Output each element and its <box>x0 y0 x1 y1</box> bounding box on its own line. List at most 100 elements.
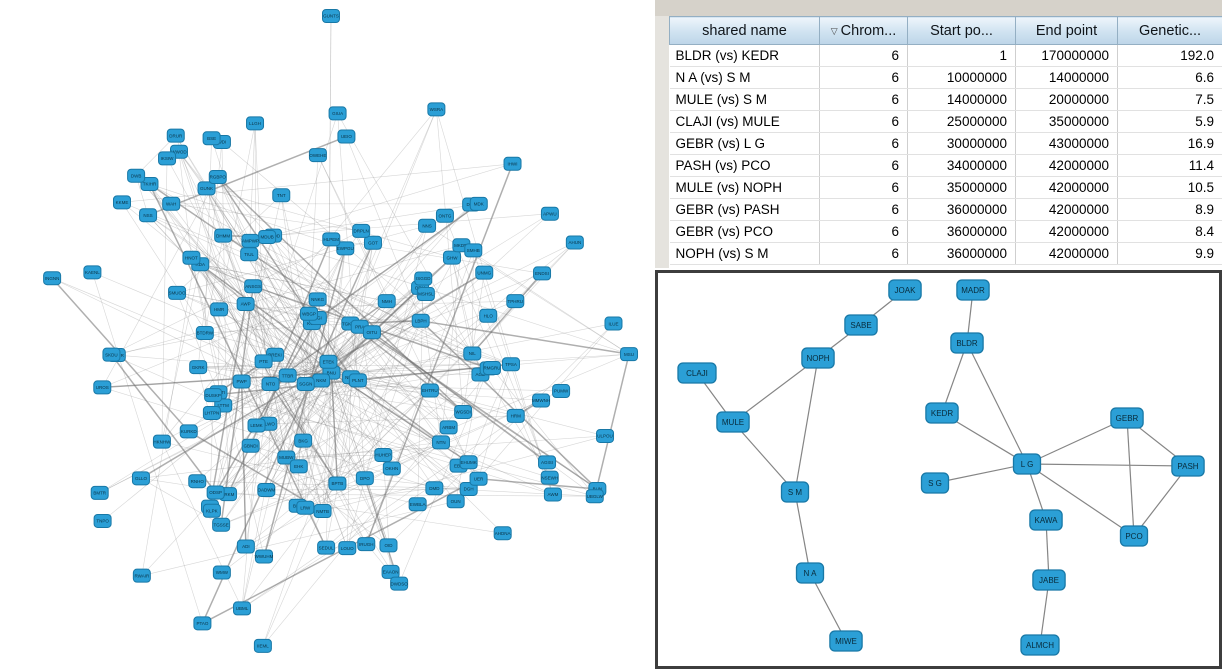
network-node[interactable]: WSRA <box>427 102 446 117</box>
network-node-GEBR[interactable]: GEBR <box>1110 407 1144 429</box>
column-header-endpoint[interactable]: End point <box>1015 16 1118 45</box>
network-edge-S G-L G[interactable] <box>934 463 1028 484</box>
network-node[interactable]: OUN <box>446 494 465 509</box>
column-header-chrom[interactable]: ▽ Chrom... <box>819 16 908 45</box>
network-node[interactable]: TKIHR <box>140 177 159 192</box>
network-node[interactable]: WWUHM <box>255 549 274 564</box>
network-node[interactable]: EAAON <box>381 564 400 579</box>
network-node[interactable]: IKSIW <box>158 151 177 166</box>
network-node[interactable]: DWDSO <box>390 576 409 591</box>
network-node[interactable]: UBGLW <box>585 489 604 504</box>
network-node[interactable]: ULPOU <box>596 428 615 443</box>
network-node[interactable]: IRUGH <box>357 537 376 552</box>
network-node[interactable]: TPSA <box>501 357 520 372</box>
network-node[interactable]: TPHRU <box>506 294 525 309</box>
network-node[interactable]: AWP <box>236 297 255 312</box>
network-node[interactable]: EHTRU <box>420 383 439 398</box>
network-node[interactable]: EHUMK <box>459 455 478 470</box>
network-node[interactable]: SGGN <box>296 377 315 392</box>
network-edge-BLDR-KEDR[interactable] <box>941 342 968 414</box>
network-node[interactable]: PTAO <box>193 616 212 631</box>
network-node[interactable]: NMTB <box>313 504 332 519</box>
network-node[interactable]: TNT <box>272 188 291 203</box>
network-node[interactable]: AWM <box>543 487 562 502</box>
network-node-KAWA[interactable]: KAWA <box>1029 509 1063 531</box>
network-node[interactable]: KLPK <box>202 503 221 518</box>
network-node[interactable]: WMW <box>212 565 231 580</box>
network-node[interactable]: OID <box>379 538 398 553</box>
network-node[interactable]: HKNHW <box>152 434 171 449</box>
table-row[interactable]: GEBR (vs) PASH 6 36000000 42000000 8.9 <box>669 198 1222 221</box>
network-node[interactable]: SEDUL <box>317 540 336 555</box>
network-node-ALMCH[interactable]: ALMCH <box>1020 634 1060 656</box>
filter-icon[interactable]: ▽ <box>830 25 838 36</box>
network-node[interactable]: OITU <box>362 325 381 340</box>
network-node[interactable]: HMR <box>210 302 229 317</box>
network-node[interactable]: HUHEP <box>374 447 393 462</box>
network-node[interactable]: WGSDI <box>454 404 473 419</box>
network-edge-PASH-PCO[interactable] <box>1133 465 1189 537</box>
network-edge-L G-PASH[interactable] <box>1026 463 1189 467</box>
network-node[interactable]: GOT <box>363 235 382 250</box>
table-row[interactable]: PASH (vs) PCO 6 34000000 42000000 11.4 <box>669 154 1222 177</box>
network-node[interactable]: MSU <box>620 347 639 362</box>
network-node[interactable]: EWPGU <box>336 241 355 256</box>
network-node[interactable]: MDK <box>469 196 488 211</box>
network-node-CLAJI[interactable]: CLAJI <box>677 362 717 384</box>
network-node[interactable]: ILUE <box>604 316 623 331</box>
network-node[interactable]: DWB <box>127 168 146 183</box>
network-node-L G[interactable]: L G <box>1012 453 1042 475</box>
network-node[interactable]: AHDNA <box>493 526 512 541</box>
network-node[interactable]: PUMW <box>552 384 571 399</box>
overview-network-svg[interactable]: BNUETEKNKMNLAKSGGNPLNTTTBRKOBTGKHWPRASGI… <box>0 0 655 669</box>
network-edge-JABE-ALMCH[interactable] <box>1039 579 1050 646</box>
network-node-KEDR[interactable]: KEDR <box>925 402 959 424</box>
network-node[interactable]: BPTB <box>328 476 347 491</box>
network-node[interactable]: GIUA <box>328 106 347 121</box>
network-node[interactable]: ARBM <box>439 420 458 435</box>
network-node-MULE[interactable]: MULE <box>716 411 750 433</box>
network-node[interactable]: TIUL <box>240 247 259 262</box>
network-node[interactable]: MSHSL <box>416 287 435 302</box>
network-node[interactable]: PTE <box>254 354 273 369</box>
network-node[interactable]: SMHB <box>464 243 483 258</box>
network-node-S G[interactable]: S G <box>920 472 950 494</box>
network-node[interactable]: WBGP <box>299 306 318 321</box>
network-node[interactable]: DHMM <box>214 228 233 243</box>
network-edge-S M-N A[interactable] <box>794 491 811 574</box>
network-node[interactable]: INGNN <box>43 271 62 286</box>
network-node[interactable]: BTDRW <box>195 326 214 341</box>
network-node[interactable]: GLLO <box>131 471 150 486</box>
network-node[interactable]: MMWNH <box>532 393 550 408</box>
network-node[interactable]: NTN <box>432 435 451 450</box>
network-node[interactable]: WAH <box>162 196 181 211</box>
table-row[interactable]: MULE (vs) S M 6 14000000 20000000 7.5 <box>669 88 1222 111</box>
network-node[interactable]: NSEWH <box>540 470 559 485</box>
table-row[interactable]: N A (vs) S M 6 10000000 14000000 6.6 <box>669 66 1222 89</box>
network-node[interactable]: UER <box>469 471 488 486</box>
network-edge-L G-PCO[interactable] <box>1026 463 1135 537</box>
column-header-genetic[interactable]: Genetic... <box>1117 16 1222 45</box>
network-edge-N A-MIWE[interactable] <box>809 572 847 642</box>
network-node[interactable]: TNPO <box>93 513 112 528</box>
network-node[interactable]: LHTPN <box>202 405 221 420</box>
detail-network-svg[interactable]: JOAK MADR SABE BLDR NOPH CLAJI KEDR GEBR MULE L G… <box>658 273 1219 666</box>
network-node[interactable]: LLGH <box>246 116 265 131</box>
network-node[interactable]: BSE <box>202 131 221 146</box>
network-edge-L G-GEBR[interactable] <box>1026 417 1128 465</box>
network-node[interactable]: BKG <box>294 433 313 448</box>
network-node[interactable]: KAENL <box>83 265 102 280</box>
network-node-SABE[interactable]: SABE <box>844 314 878 336</box>
network-node[interactable]: ENDSI <box>533 266 552 281</box>
network-node[interactable]: PLNT <box>348 373 367 388</box>
network-node[interactable]: LEMK <box>247 418 266 433</box>
network-edge-MULE-S M[interactable] <box>732 421 796 493</box>
network-node-NOPH[interactable]: NOPH <box>801 347 835 369</box>
network-edge-BLDR-L G[interactable] <box>966 342 1028 465</box>
network-node[interactable]: TGSSE <box>212 517 231 532</box>
table-row[interactable]: NOPH (vs) S M 6 36000000 42000000 9.9 <box>669 242 1222 265</box>
table-row[interactable]: MULE (vs) NOPH 6 35000000 42000000 10.5 <box>669 176 1222 199</box>
network-node[interactable]: LRW <box>296 500 315 515</box>
network-node[interactable]: GKRK <box>189 360 208 375</box>
network-node-S M[interactable]: S M <box>780 481 810 503</box>
